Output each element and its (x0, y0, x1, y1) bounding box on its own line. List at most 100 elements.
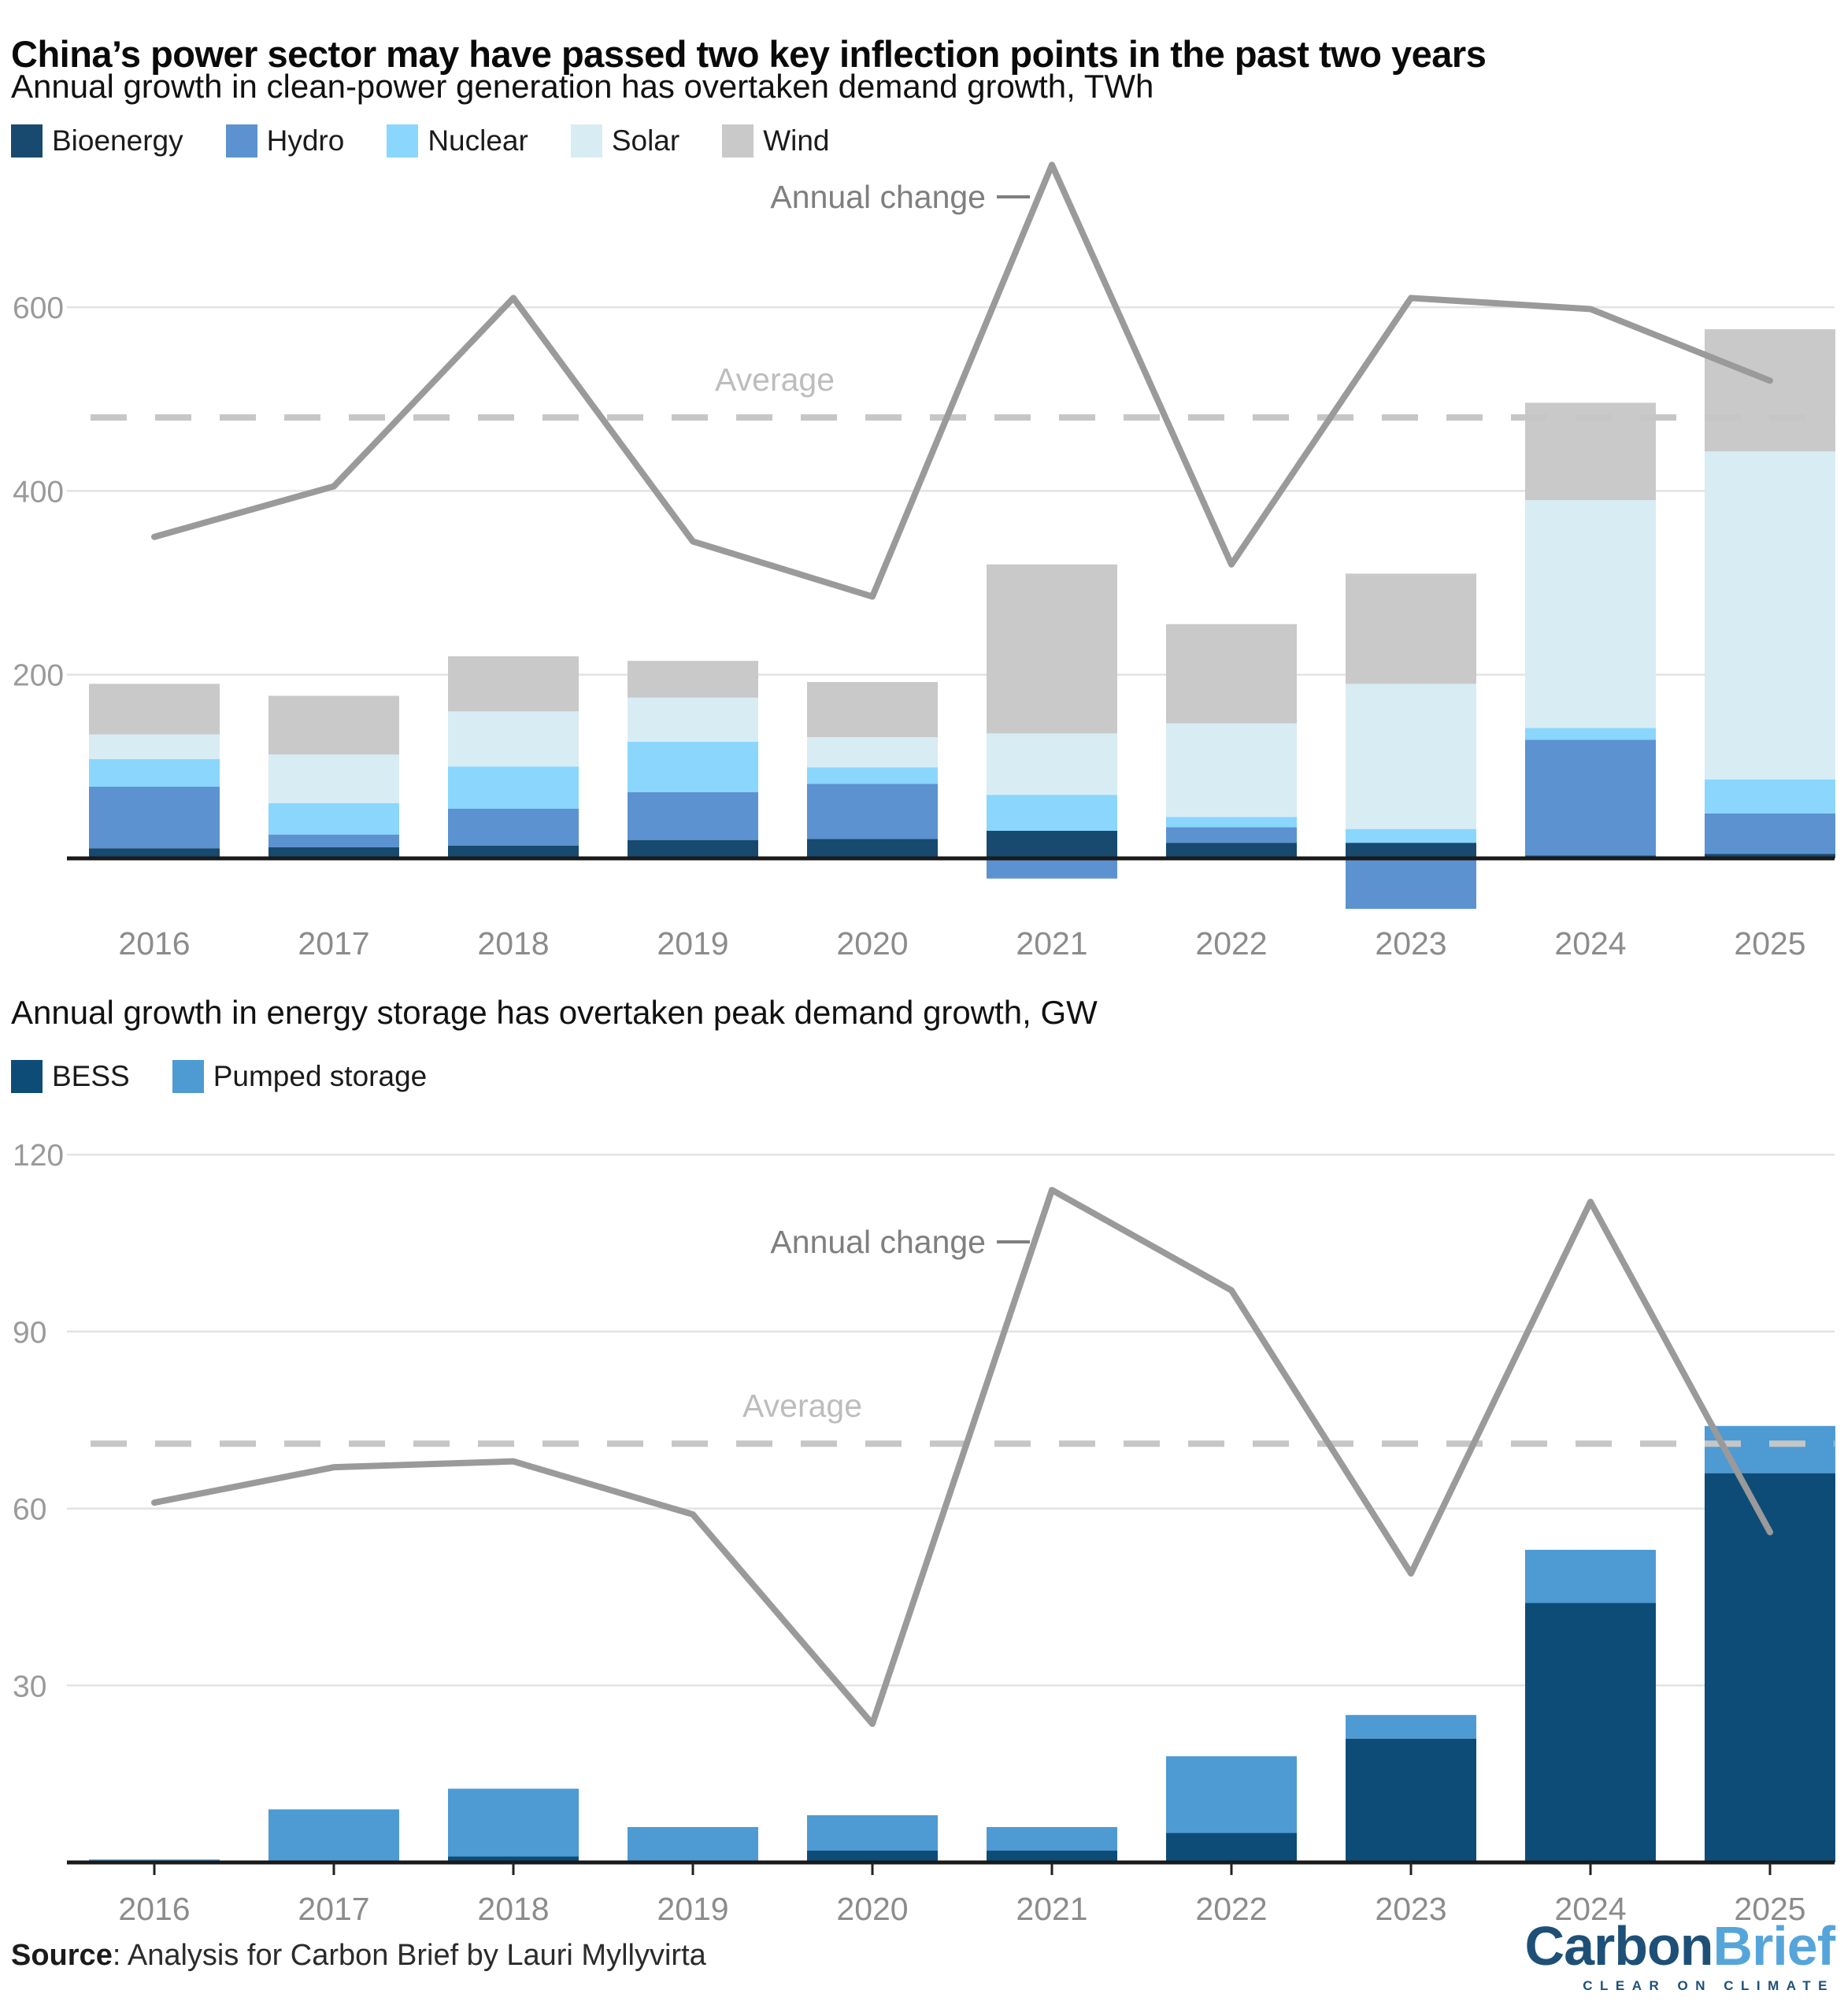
chart2-legend: BESS Pumped storage (11, 1060, 469, 1093)
bar-segment-2020-nuclear (807, 767, 938, 784)
bar-segment-2018-nuclear (448, 766, 579, 810)
bar-segment-2024-bess (1525, 1603, 1656, 1862)
bar-segment-2017-pumped-storage (268, 1809, 399, 1862)
legend-item-bioenergy: Bioenergy (11, 124, 183, 158)
nuclear-swatch-icon (387, 124, 419, 158)
bar-segment-2019-wind (628, 661, 758, 698)
bar-segment-2025-bioenergy (1705, 854, 1835, 858)
bar-segment-2021-bioenergy (987, 831, 1117, 858)
bar-segment-2018-bess (448, 1856, 579, 1862)
bar-segment-2016-nuclear (89, 759, 220, 788)
x-axis-year-label: 2020 (836, 1891, 908, 1927)
x-axis-year-label: 2020 (836, 925, 908, 962)
bar-segment-2019-solar (628, 697, 758, 742)
bess-swatch-icon (11, 1060, 43, 1093)
legend-label: Bioenergy (52, 124, 183, 157)
y-axis-tick-label: 400 (13, 475, 64, 509)
legend-item-bess: BESS (11, 1060, 130, 1093)
bar-segment-2020-bess (807, 1851, 938, 1862)
bar-segment-2022-nuclear (1166, 817, 1297, 828)
bar-segment-2022-solar (1166, 723, 1297, 817)
x-axis-year-label: 2024 (1554, 925, 1626, 962)
y-axis-tick-label: 600 (13, 291, 64, 325)
bar-segment-2022-wind (1166, 624, 1297, 724)
x-axis-year-label: 2017 (298, 1891, 369, 1927)
bar-segment-2022-bess (1166, 1833, 1297, 1862)
x-axis-year-label: 2022 (1195, 925, 1267, 962)
logo-carbon-text: Carbon (1524, 1915, 1714, 1977)
hydro-swatch-icon (225, 124, 257, 158)
bar-segment-2022-hydro (1166, 827, 1297, 843)
y-axis-tick-label: 30 (13, 1670, 46, 1703)
bar-segment-2023-bioenergy (1346, 843, 1476, 858)
x-axis-year-label: 2017 (298, 925, 369, 962)
bar-segment-2024-solar (1525, 500, 1656, 728)
bar-segment-2016-bioenergy (89, 848, 220, 858)
legend-label: Solar (611, 124, 680, 157)
bar-segment-2017-solar (268, 754, 399, 804)
carbon-brief-logo: CarbonBrief CLEAR ON CLIMATE (1525, 1918, 1835, 1994)
bar-segment-2016-solar (89, 734, 220, 760)
bar-segment-2018-wind (448, 656, 579, 712)
source-label: Source (11, 1939, 113, 1972)
legend-label: Hydro (266, 124, 345, 157)
bar-segment-2024-nuclear (1525, 728, 1656, 740)
bar-segment-2024-pumped-storage (1525, 1550, 1656, 1603)
bar-segment-2023-pumped-storage (1346, 1714, 1476, 1739)
bar-segment-2024-hydro (1525, 739, 1656, 856)
x-axis-year-label: 2023 (1375, 925, 1446, 962)
bar-segment-2020-pumped-storage (807, 1815, 938, 1851)
bar-segment-2023-solar (1346, 684, 1476, 829)
x-axis-year-label: 2024 (1554, 1891, 1626, 1927)
source-text: : Analysis for Carbon Brief by Lauri Myl… (112, 1939, 706, 1972)
x-axis-year-label: 2022 (1195, 1891, 1267, 1927)
bar-segment-2018-bioenergy (448, 845, 579, 858)
annual-change-label: Annual change (770, 179, 986, 215)
bar-segment-2021-hydro (987, 858, 1117, 879)
logo-wordmark: CarbonBrief (1525, 1918, 1835, 1973)
bar-segment-2016-hydro (89, 787, 220, 849)
x-axis-year-label: 2019 (657, 1891, 728, 1927)
bar-segment-2017-bioenergy (268, 847, 399, 858)
pumped-storage-swatch-icon (172, 1060, 204, 1093)
bar-segment-2021-pumped-storage (987, 1827, 1117, 1851)
bar-segment-2018-hydro (448, 809, 579, 846)
bar-segment-2025-solar (1705, 451, 1835, 780)
legend-label: Pumped storage (213, 1060, 428, 1092)
bar-segment-2023-bess (1346, 1738, 1476, 1862)
bar-segment-2025-wind (1705, 329, 1835, 452)
annual-change-line (151, 1187, 1773, 1727)
bar-segment-2025-hydro (1705, 813, 1835, 854)
bar-segment-2016-wind (89, 684, 220, 735)
x-axis-year-label: 2018 (477, 1891, 549, 1927)
bar-segment-2021-wind (987, 564, 1117, 734)
y-axis-tick-label: 90 (13, 1316, 46, 1350)
logo-tagline-text: CLEAR ON CLIMATE (1583, 1978, 1835, 1993)
legend-label: Wind (763, 124, 830, 157)
bar-segment-2020-hydro (807, 784, 938, 839)
logo-brief-text: Brief (1713, 1915, 1835, 1977)
x-axis-year-label: 2021 (1016, 1891, 1087, 1927)
solar-swatch-icon (570, 124, 602, 158)
y-axis-tick-label: 60 (13, 1493, 46, 1527)
bar-segment-2019-nuclear (628, 741, 758, 793)
bar-segment-2025-nuclear (1705, 779, 1835, 813)
legend-item-wind: Wind (722, 124, 830, 158)
x-axis-year-label: 2018 (477, 925, 549, 962)
bar-segment-2021-solar (987, 733, 1117, 795)
bar-segment-2021-nuclear (987, 795, 1117, 832)
bar-segment-2023-wind (1346, 573, 1476, 684)
x-axis-year-label: 2025 (1734, 1891, 1805, 1927)
bar-segment-2017-wind (268, 695, 399, 755)
x-axis-year-label: 2016 (118, 925, 190, 962)
bar-segment-2017-hydro (268, 834, 399, 848)
y-axis-tick-label: 120 (13, 1139, 64, 1173)
bar-segment-2025-bess (1705, 1473, 1835, 1862)
bar-segment-2020-solar (807, 737, 938, 768)
legend-label: BESS (52, 1060, 130, 1092)
source-line: Source: Analysis for Carbon Brief by Lau… (11, 1939, 706, 1973)
page-title: China’s power sector may have passed two… (11, 33, 1487, 76)
bar-segment-2019-hydro (628, 792, 758, 840)
chart1-subtitle: Annual growth in clean-power generation … (11, 68, 1154, 105)
